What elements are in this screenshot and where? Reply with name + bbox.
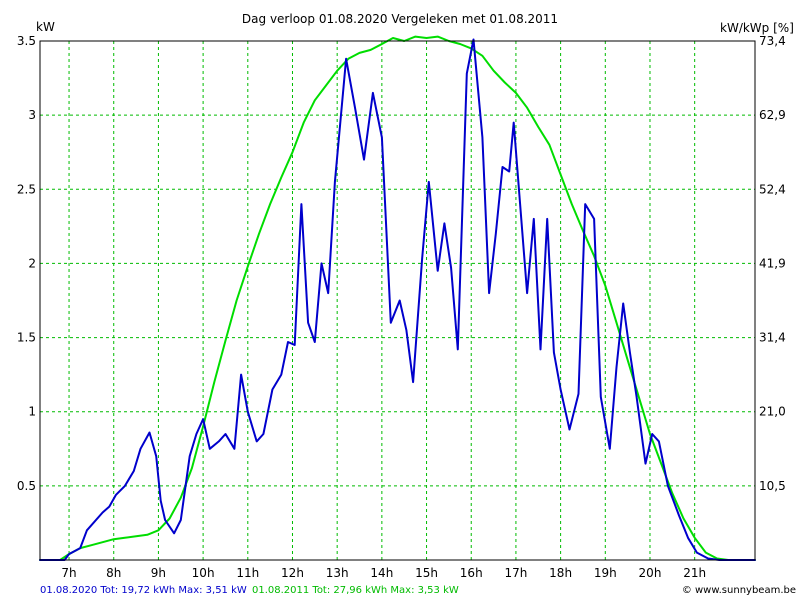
y-axis-right-unit: kW/kWp [%] xyxy=(720,21,794,35)
legend-2020-summary: 01.08.2020 Tot: 19,72 kWh Max: 3,51 kW xyxy=(40,585,247,596)
y-left-tick-label: 3 xyxy=(28,108,36,122)
y-axis-right-tick-labels: 10,5 21,0 31,4 41,9 52,4 62,9 73,4 xyxy=(759,34,786,493)
y-right-tick-label: 41,9 xyxy=(759,256,786,270)
chart-title: Dag verloop 01.08.2020 Vergeleken met 01… xyxy=(242,12,558,26)
y-right-tick-label: 10,5 xyxy=(759,479,786,493)
y-axis-left-tick-labels: 0.5 1 1.5 2 2.5 3 3.5 xyxy=(17,34,36,493)
y-left-tick-label: 1.5 xyxy=(17,331,36,345)
x-tick-label: 15h xyxy=(415,566,438,580)
plot-area xyxy=(40,41,755,560)
footer-legend: 01.08.2020 Tot: 19,72 kWh Max: 3,51 kW 0… xyxy=(40,585,459,596)
series-lines xyxy=(39,35,756,561)
gridlines xyxy=(40,40,755,560)
y-right-tick-label: 21,0 xyxy=(759,405,786,419)
y-axis-left-unit: kW xyxy=(36,20,55,34)
x-axis-tick-labels: 7h 8h 9h 10h 11h 12h 13h 14h 15h 16h 17h 18h 19h 20h 2… xyxy=(61,566,706,580)
x-tick-label: 20h xyxy=(639,566,662,580)
x-tick-label: 7h xyxy=(61,566,76,580)
series-line-01.08.2020 xyxy=(39,38,756,561)
y-left-tick-label: 2 xyxy=(28,256,36,270)
x-tick-label: 8h xyxy=(106,566,121,580)
y-left-tick-label: 2.5 xyxy=(17,182,36,196)
y-right-tick-label: 73,4 xyxy=(759,34,786,48)
x-tick-label: 13h xyxy=(326,566,349,580)
copyright-link[interactable]: © www.sunnybeam.be xyxy=(682,585,796,596)
plot-frame xyxy=(39,40,756,561)
x-tick-label: 9h xyxy=(151,566,166,580)
x-tick-label: 14h xyxy=(370,566,393,580)
legend-2011-summary: 01.08.2011 Tot: 27,96 kWh Max: 3,53 kW xyxy=(252,585,459,596)
x-tick-label: 21h xyxy=(683,566,706,580)
y-right-tick-label: 62,9 xyxy=(759,108,786,122)
y-right-tick-label: 52,4 xyxy=(759,182,786,196)
x-tick-label: 18h xyxy=(549,566,572,580)
y-left-tick-label: 3.5 xyxy=(17,34,36,48)
y-left-tick-label: 1 xyxy=(28,405,36,419)
x-tick-label: 10h xyxy=(192,566,215,580)
x-tick-label: 12h xyxy=(281,566,304,580)
x-tick-label: 11h xyxy=(236,566,259,580)
series-line-01.08.2011 xyxy=(39,35,756,561)
x-tick-label: 16h xyxy=(460,566,483,580)
x-tick-label: 19h xyxy=(594,566,617,580)
y-left-tick-label: 0.5 xyxy=(17,479,36,493)
y-right-tick-label: 31,4 xyxy=(759,331,786,345)
x-tick-label: 17h xyxy=(504,566,527,580)
